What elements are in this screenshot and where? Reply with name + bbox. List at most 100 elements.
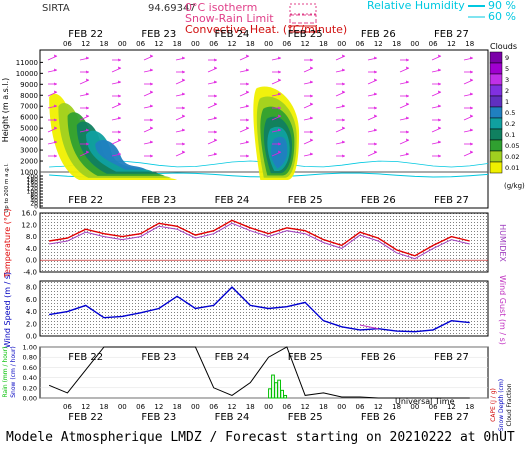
wind-arrowhead-12-3	[438, 90, 441, 94]
wind-arrowhead-11-3	[406, 94, 409, 98]
wind-arrowhead-11-1	[406, 66, 409, 70]
wind-arrowhead-5-2	[214, 80, 217, 84]
cloud-ytick-7: 4000	[20, 136, 38, 144]
wind-series-0	[49, 286, 470, 333]
wind-arrowhead-10-1	[374, 70, 377, 74]
temperature-panel: 16.0 12.0 8.0 4.0 0.0 -4.0 Temperature (°C) HUM…	[3, 208, 507, 278]
wind-arrowhead-9-8	[342, 154, 345, 158]
cloud-day-5: FEB 27	[434, 195, 469, 206]
wind-arrowhead-13-0	[470, 56, 473, 60]
wind-arrowhead-13-3	[470, 92, 473, 96]
top-hour-0: 06	[63, 40, 72, 48]
cloud-ytick-1: 10000	[16, 70, 38, 78]
wind-arrowhead-0-6	[54, 126, 57, 130]
colorbar-swatch-0	[489, 51, 503, 64]
wind-ylabel: Wind Speed (m / s)	[3, 272, 12, 348]
top-day-3: FEB 25	[288, 29, 323, 40]
wind-arrowhead-13-2	[470, 78, 473, 82]
legend-isotherm: 0°C isotherm	[185, 1, 257, 14]
wind-arrowhead-8-8	[310, 152, 313, 156]
colorbar-label-3: 2	[505, 87, 509, 95]
wind-arrowhead-12-7	[438, 140, 441, 144]
cloud-ytick-18: 60	[30, 195, 38, 202]
wind-series-1	[359, 324, 379, 330]
wind-arrowhead-13-4	[470, 106, 473, 110]
cloud-fraction-line	[48, 346, 470, 399]
precip-ytick-3: 0.40	[23, 374, 37, 382]
cloud-panel: 1100010000900080007000600050004000300020…	[1, 42, 525, 213]
wind-arrowhead-4-2	[182, 78, 185, 82]
wind-arrowhead-4-3	[182, 92, 185, 96]
wind-arrowhead-6-0	[246, 54, 249, 58]
wind-arrowhead-3-6	[150, 126, 153, 130]
wind-arrowhead-8-5	[310, 116, 313, 120]
wind-arrowhead-4-8	[182, 150, 185, 154]
cloud-ylabel-lower: Up to 200 m a.g.l.	[4, 163, 10, 213]
wind-arrowhead-12-2	[438, 82, 441, 86]
wind-arrowhead-11-8	[406, 152, 409, 156]
temp-ytick-1: 12.0	[21, 221, 37, 229]
wind-arrowhead-1-2	[86, 78, 89, 82]
colorbar-unit: (g/kg)	[504, 182, 525, 190]
top-hour-21: 12	[447, 40, 456, 48]
bottom-day-0: FEB 22	[68, 412, 103, 423]
cloud-ytick-8: 3000	[20, 147, 38, 155]
rain-bar-4	[280, 389, 285, 399]
footer-text: Modele Atmospherique LMDZ / Forecast sta…	[6, 430, 515, 445]
wind-arrowhead-3-2	[150, 82, 153, 86]
precip-ytick-0: 1.00	[23, 344, 37, 352]
top-hour-14: 18	[319, 40, 328, 48]
wind-arrowhead-11-7	[406, 138, 409, 142]
wind-arrowhead-7-8	[278, 150, 281, 154]
bottom-day-3: FEB 25	[288, 412, 323, 423]
top-hour-18: 18	[392, 40, 401, 48]
cloud-ytick-11: 200	[27, 174, 39, 181]
temp-ytick-5: -4.0	[23, 269, 37, 277]
wind-arrowhead-5-3	[214, 94, 217, 98]
colorbar-label-2: 3	[505, 76, 509, 84]
top-hour-4: 06	[136, 40, 145, 48]
top-hour-12: 06	[282, 40, 291, 48]
wind-arrowhead-2-4	[118, 102, 121, 106]
top-day-0: FEB 22	[68, 29, 103, 40]
cloud-day-0: FEB 22	[68, 195, 103, 206]
wind-arrowhead-0-0	[54, 54, 57, 58]
bottom-hour-8: 06	[209, 403, 218, 411]
top-day-5: FEB 27	[434, 29, 469, 40]
precip-day-4: FEB 26	[361, 352, 396, 363]
colorbar-swatch-10	[489, 161, 503, 174]
bottom-hour-16: 06	[356, 403, 365, 411]
wind-arrowhead-2-8	[118, 152, 121, 156]
cloud-day-3: FEB 25	[288, 195, 323, 206]
legend-isotherm-swatch	[289, 3, 317, 15]
colorbar-swatch-8	[489, 139, 503, 152]
colorbar-swatch-2	[489, 73, 503, 86]
wind-arrowhead-10-7	[374, 142, 377, 146]
wind-arrowhead-3-7	[150, 140, 153, 144]
top-hour-9: 12	[228, 40, 237, 48]
cloud-ylabel: Height (m a.s.l.)	[1, 78, 10, 143]
precipitation-panel: 1.00 0.80 0.60 0.40 0.20 0.00 Rain (mm / hour)…	[2, 344, 513, 432]
cloud-ytick-0: 11000	[16, 59, 38, 67]
cloud-ytick-16: 100	[27, 189, 39, 196]
rain-bar-5	[283, 394, 288, 399]
wind-arrowhead-11-2	[406, 80, 409, 84]
station-name: SIRTA	[42, 3, 70, 14]
wind-arrowhead-8-4	[310, 102, 313, 106]
wind-arrowhead-6-3	[246, 90, 249, 94]
temperature-plot-area	[39, 212, 489, 273]
wind-arrowhead-6-8	[246, 154, 249, 158]
temp-ylabel-right: HUMIDEX	[498, 224, 507, 262]
legend-snow-swatch	[289, 14, 317, 24]
top-hour-17: 12	[374, 40, 383, 48]
colorbar-label-5: 0.5	[505, 109, 515, 117]
temp-ytick-2: 8.0	[26, 233, 37, 241]
cloud-ytick-10: 1000	[20, 169, 38, 177]
wind-arrowhead-10-5	[374, 114, 377, 118]
wind-arrowhead-2-7	[118, 138, 121, 142]
wind-ylabel-right: Wind Gust (m / s)	[498, 275, 507, 345]
wind-arrowhead-1-6	[86, 128, 89, 132]
cloud-ytick-15: 120	[27, 186, 39, 193]
